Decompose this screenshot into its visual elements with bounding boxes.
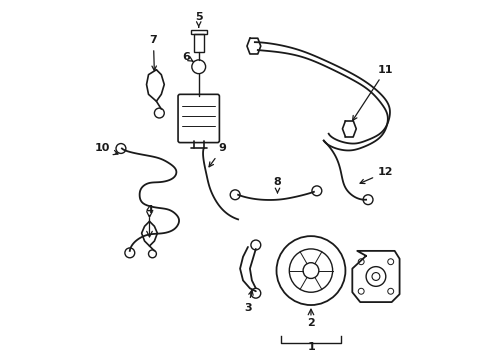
Text: 5: 5 [195,12,202,27]
Bar [194,34,204,52]
Bar [191,30,207,34]
Text: 9: 9 [209,144,226,167]
Text: 1: 1 [308,342,316,352]
Text: 10: 10 [95,144,118,155]
Text: 7: 7 [149,35,157,71]
Text: 8: 8 [273,177,281,193]
Text: 12: 12 [360,167,393,184]
Text: 11: 11 [353,65,393,120]
Text: 4: 4 [146,204,153,215]
Text: 3: 3 [244,291,253,313]
Text: 2: 2 [307,318,315,328]
Text: 6: 6 [182,52,193,62]
